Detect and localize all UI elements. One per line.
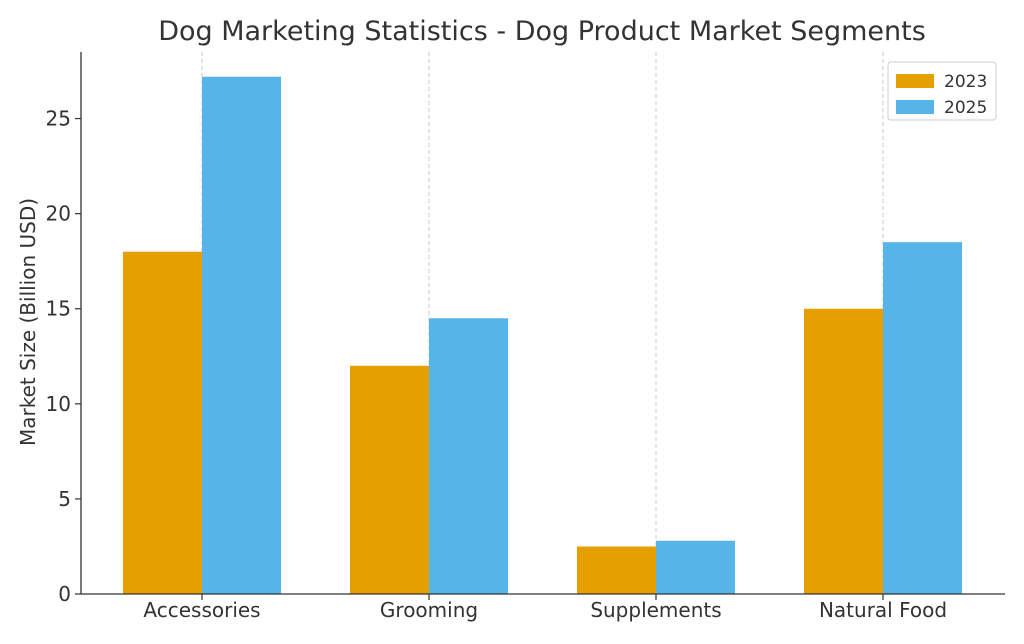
y-tick-label: 20 [46, 202, 71, 226]
grid-lines [201, 52, 884, 594]
y-tick-label: 0 [58, 582, 71, 606]
x-tick-label: Supplements [590, 598, 721, 622]
y-tick-label: 10 [46, 392, 71, 416]
bar-2025-accessories [202, 76, 281, 595]
axes [80, 52, 1005, 595]
bar-2023-grooming [350, 365, 429, 594]
chart-title: Dog Marketing Statistics - Dog Product M… [158, 16, 926, 47]
legend-swatch-2025 [896, 100, 934, 114]
bar-2025-supplements [656, 540, 735, 594]
y-tick-label: 5 [58, 487, 71, 511]
bars [123, 76, 962, 595]
bar-2025-grooming [429, 318, 508, 594]
legend-label-2023: 2023 [944, 72, 987, 92]
x-tick-label: Accessories [143, 598, 260, 622]
legend-label-2025: 2025 [944, 98, 987, 118]
tick-labels: 0 5 10 15 20 25 Accessories Grooming Supplements… [46, 107, 948, 622]
x-tick-label: Natural Food [819, 598, 947, 622]
bar-2023-natural-food [804, 308, 883, 594]
legend: 2023 2025 [887, 61, 997, 121]
y-axis-label: Market Size (Billion USD) [16, 198, 40, 446]
legend-swatch-2023 [896, 74, 934, 88]
bar-2023-accessories [123, 251, 202, 594]
bar-2023-supplements [577, 546, 656, 594]
y-tick-label: 25 [46, 107, 71, 131]
x-tick-label: Grooming [380, 598, 478, 622]
bar-2025-natural-food [883, 242, 962, 594]
y-tick-label: 15 [46, 297, 71, 321]
